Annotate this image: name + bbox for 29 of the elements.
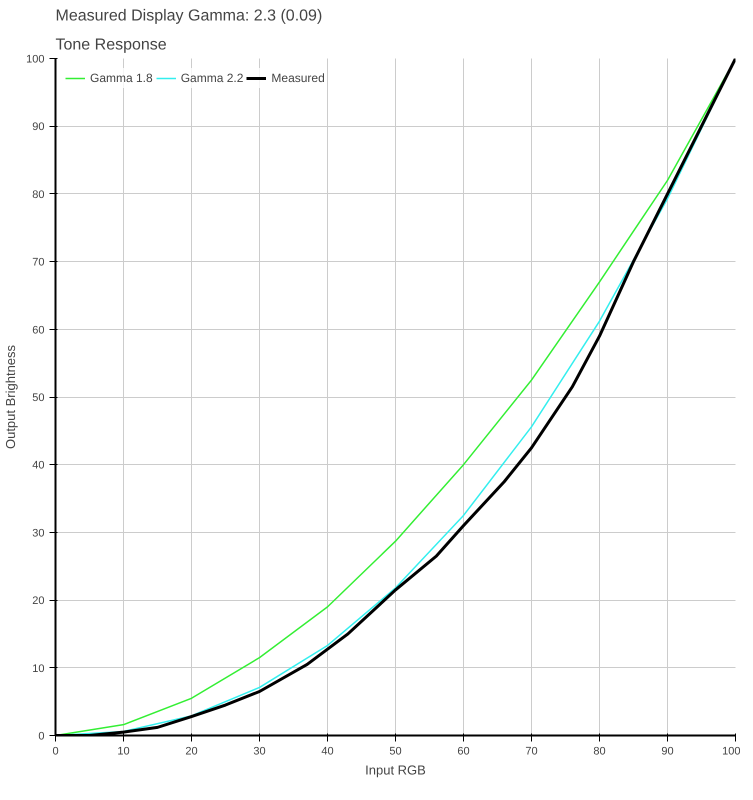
x-tick-label: 0: [52, 746, 59, 758]
x-tick-label: 30: [253, 746, 266, 758]
x-tick-label: 40: [321, 746, 334, 758]
y-tick-label: 50: [32, 392, 45, 404]
y-tick-label: 80: [32, 188, 45, 201]
y-tick-label: 30: [32, 527, 45, 540]
x-tick-label: 100: [722, 746, 741, 758]
y-tick-label: 60: [32, 324, 45, 336]
y-tick-label: 70: [32, 256, 45, 269]
y-tick-label: 10: [32, 662, 45, 675]
chart-title: Tone Response: [56, 36, 167, 54]
x-tick-label: 90: [661, 746, 674, 758]
y-axis-title: Output Brightness: [3, 344, 18, 450]
legend-label: Gamma 2.2: [180, 71, 244, 85]
y-tick-label: 40: [32, 460, 45, 472]
y-tick-label: 0: [38, 730, 45, 742]
legend-label: Gamma 1.8: [90, 71, 153, 85]
y-tick-label: 90: [32, 121, 45, 134]
x-tick-label: 50: [389, 746, 402, 758]
x-tick-label: 20: [185, 746, 198, 758]
y-tick-label: 100: [26, 54, 45, 66]
legend-label: Measured: [271, 71, 325, 85]
x-axis-title: Input RGB: [365, 762, 426, 778]
x-tick-label: 70: [525, 746, 538, 758]
x-tick-label: 60: [457, 746, 470, 758]
chart-subtitle: Measured Display Gamma: 2.3 (0.09): [56, 8, 322, 24]
x-tick-label: 80: [593, 746, 606, 758]
y-tick-label: 20: [32, 595, 45, 608]
x-tick-label: 10: [117, 746, 130, 758]
